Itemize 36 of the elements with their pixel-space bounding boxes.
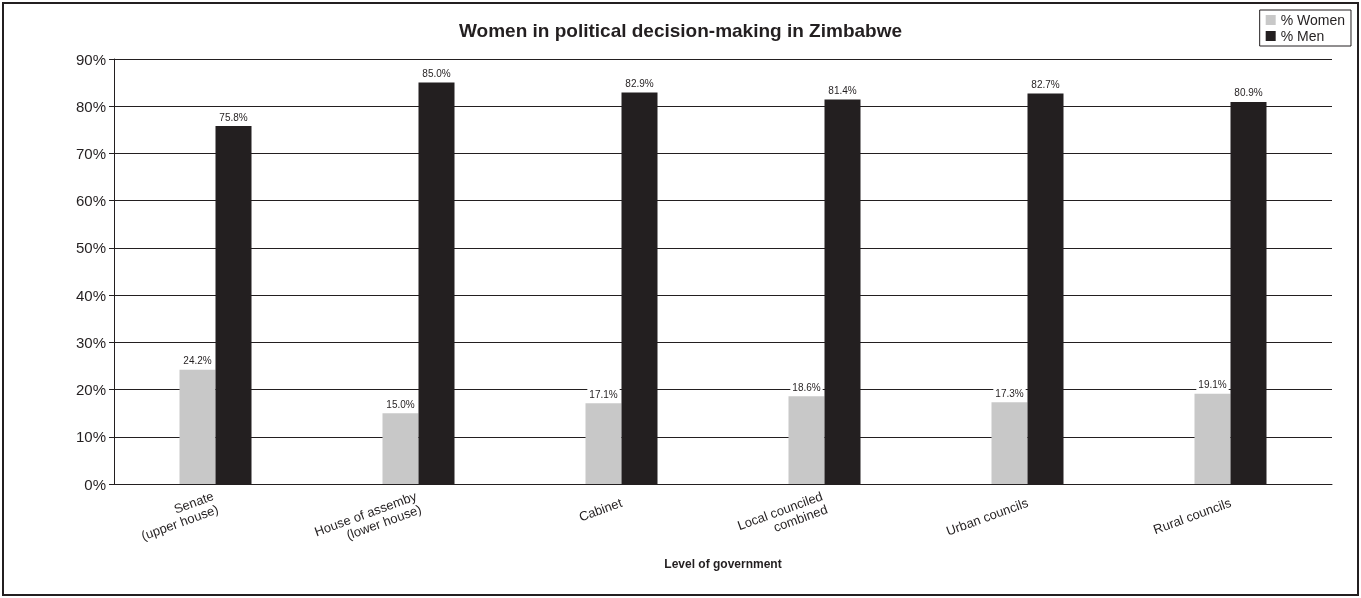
x-tick-label: Senate (upper house) (139, 488, 221, 544)
y-tick-label: 0% (84, 475, 106, 493)
y-tick-label: 40% (75, 286, 106, 304)
data-label: 19.1% (1198, 379, 1227, 391)
bar (991, 402, 1028, 484)
bar (382, 413, 419, 484)
data-label: 81.4% (828, 85, 857, 97)
data-label: 80.9% (1234, 87, 1263, 99)
x-tick-label: Rural councils (1151, 494, 1234, 537)
bar (788, 396, 825, 484)
y-tick-label: 90% (75, 50, 106, 68)
legend-label: % Men (1280, 28, 1325, 44)
y-tick-label: 50% (75, 239, 106, 257)
data-label: 18.6% (792, 381, 821, 393)
data-label: 82.9% (625, 78, 654, 90)
y-tick-label: 10% (75, 428, 106, 446)
bar (1194, 393, 1231, 484)
y-tick-label: 80% (75, 97, 106, 115)
data-label: 17.3% (995, 387, 1024, 399)
data-label: 85.0% (422, 68, 451, 80)
y-tick-label: 20% (75, 381, 106, 399)
y-tick-label: 60% (75, 192, 106, 210)
data-label: 15.0% (386, 398, 415, 410)
data-label: 24.2% (183, 355, 212, 367)
y-tick-label: 30% (75, 333, 106, 351)
chart-title: Women in political decision-making in Zimbabwe (458, 20, 903, 41)
legend-label: % Women (1280, 12, 1346, 28)
data-label: 82.7% (1031, 78, 1060, 90)
x-tick-label: Cabinet (576, 494, 625, 525)
data-label: 75.8% (219, 111, 248, 123)
bar (585, 403, 622, 484)
data-label: 17.1% (589, 388, 618, 400)
bar (179, 369, 216, 484)
y-tick-label: 70% (75, 144, 106, 162)
x-axis-title: Level of government (664, 556, 782, 571)
x-tick-label: Urban councils (944, 494, 1031, 539)
